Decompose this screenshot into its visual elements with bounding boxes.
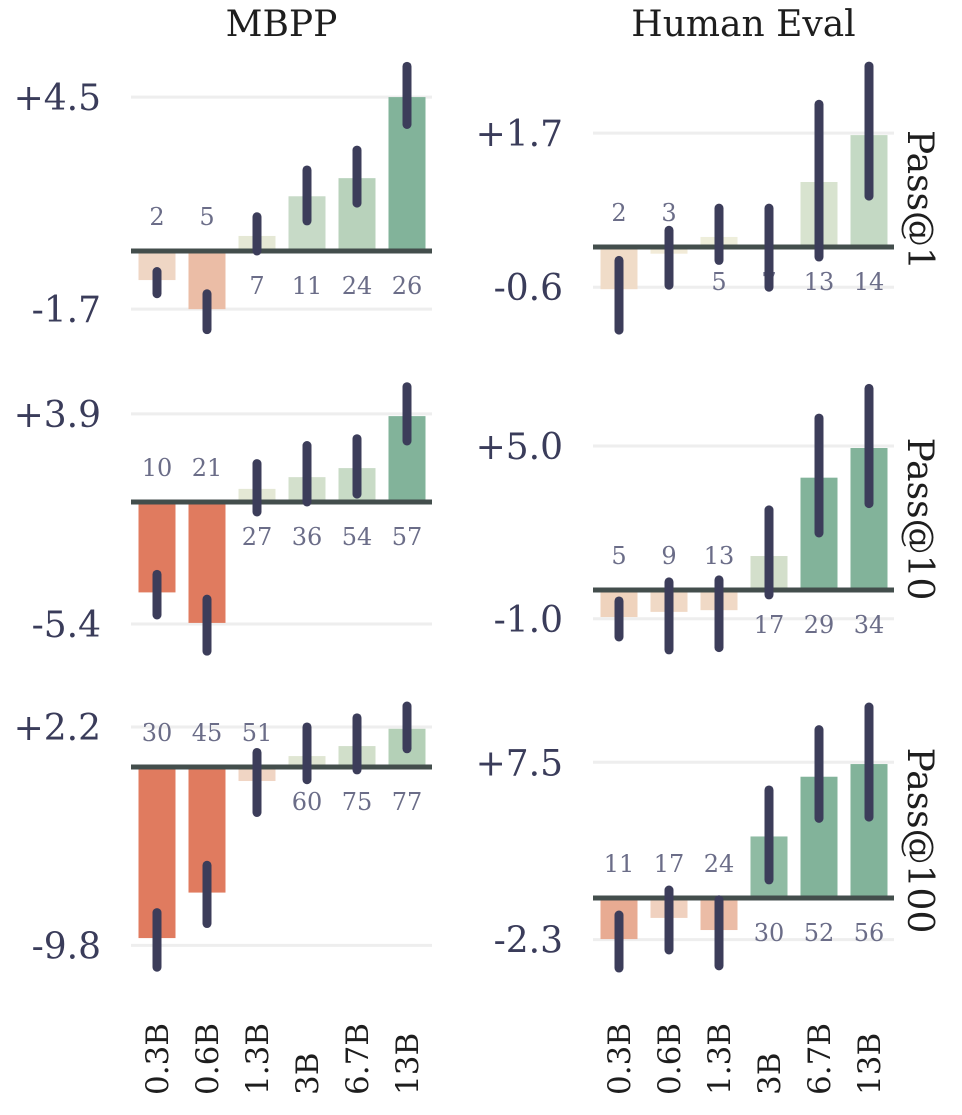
human-eval-pass-1-count-label: 14 <box>854 268 885 296</box>
mbpp-pass-10-ytick-label: -5.4 <box>32 605 101 646</box>
human-eval-pass-1-count-label: 2 <box>611 199 626 227</box>
mbpp-pass-1-count-label: 24 <box>342 272 373 300</box>
human-eval-pass-10-count-label: 9 <box>661 542 676 570</box>
row-title-pass-at-100: Pass@100 <box>899 748 940 934</box>
xtick-label-mbpp: 6.7B <box>340 1023 376 1095</box>
mbpp-pass-10-count-label: 21 <box>192 454 223 482</box>
xtick-label-mbpp: 1.3B <box>240 1023 276 1095</box>
human-eval-pass-100-count-label: 56 <box>854 919 885 947</box>
human-eval-pass-100-count-label: 30 <box>754 919 785 947</box>
mbpp-pass-1-count-label: 11 <box>292 272 323 300</box>
mbpp-pass-100-count-label: 30 <box>142 719 173 747</box>
human-eval-pass-10-count-label: 34 <box>854 611 885 639</box>
human-eval-pass-1-count-label: 3 <box>661 199 676 227</box>
mbpp-pass-100-count-label: 77 <box>392 788 423 816</box>
mbpp-pass-100-count-label: 60 <box>292 788 323 816</box>
human-eval-pass-100-ytick-label: +7.5 <box>476 743 563 784</box>
mbpp-pass-10-ytick-label: +3.9 <box>14 395 101 436</box>
column-title-mbpp: MBPP <box>226 4 338 45</box>
xtick-label-human-eval: 0.6B <box>652 1023 688 1095</box>
human-eval-pass-10-count-label: 13 <box>704 542 735 570</box>
mbpp-pass-100-ytick-label: -9.8 <box>32 926 101 967</box>
mbpp-pass-100-ytick-label: +2.2 <box>14 708 101 749</box>
mbpp-pass-100-count-label: 51 <box>242 719 273 747</box>
human-eval-pass-100-ytick-label: -2.3 <box>494 921 563 962</box>
xtick-label-human-eval: 0.3B <box>602 1023 638 1095</box>
human-eval-pass-10-count-label: 5 <box>611 542 626 570</box>
xtick-label-human-eval: 6.7B <box>802 1023 838 1095</box>
xtick-label-mbpp: 0.3B <box>140 1023 176 1095</box>
mbpp-pass-10-count-label: 10 <box>142 454 173 482</box>
human-eval-pass-100-count-label: 17 <box>654 850 685 878</box>
human-eval-pass-10-ytick-label: -1.0 <box>494 600 563 641</box>
xtick-label-human-eval: 3B <box>752 1052 788 1095</box>
human-eval-pass-1-count-label: 13 <box>804 268 835 296</box>
mbpp-pass-10-count-label: 27 <box>242 523 273 551</box>
human-eval-pass-100-count-label: 11 <box>604 850 635 878</box>
xtick-label-mbpp: 3B <box>290 1052 326 1095</box>
mbpp-pass-10-count-label: 36 <box>292 523 323 551</box>
human-eval-pass-10-count-label: 29 <box>804 611 835 639</box>
mbpp-pass-10-count-label: 54 <box>342 523 373 551</box>
xtick-label-mbpp: 13B <box>390 1033 426 1095</box>
mbpp-pass-10-count-label: 57 <box>392 523 423 551</box>
human-eval-pass-1-count-label: 5 <box>711 268 726 296</box>
xtick-label-human-eval: 13B <box>852 1033 888 1095</box>
human-eval-pass-10-ytick-label: +5.0 <box>476 427 563 468</box>
row-title-pass-at-1: Pass@1 <box>899 130 940 270</box>
row-title-pass-at-10: Pass@10 <box>899 438 940 601</box>
mbpp-pass-1-ytick-label: -1.7 <box>32 290 101 331</box>
mbpp-pass-1-count-label: 5 <box>199 203 214 231</box>
mbpp-pass-1-ytick-label: +4.5 <box>14 78 101 119</box>
mbpp-pass-100-count-label: 75 <box>342 788 373 816</box>
human-eval-pass-100-count-label: 24 <box>704 850 735 878</box>
column-title-human-eval: Human Eval <box>631 4 855 45</box>
human-eval-pass-1-ytick-label: +1.7 <box>476 114 563 155</box>
xtick-label-mbpp: 0.6B <box>190 1023 226 1095</box>
mbpp-pass-100-count-label: 45 <box>192 719 223 747</box>
xtick-label-human-eval: 1.3B <box>702 1023 738 1095</box>
mbpp-pass-1-count-label: 7 <box>249 272 264 300</box>
human-eval-pass-100-count-label: 52 <box>804 919 835 947</box>
human-eval-pass-1-ytick-label: -0.6 <box>494 268 563 309</box>
mbpp-pass-1-count-label: 26 <box>392 272 423 300</box>
human-eval-pass-10-count-label: 17 <box>754 611 785 639</box>
mbpp-pass-1-count-label: 2 <box>149 203 164 231</box>
